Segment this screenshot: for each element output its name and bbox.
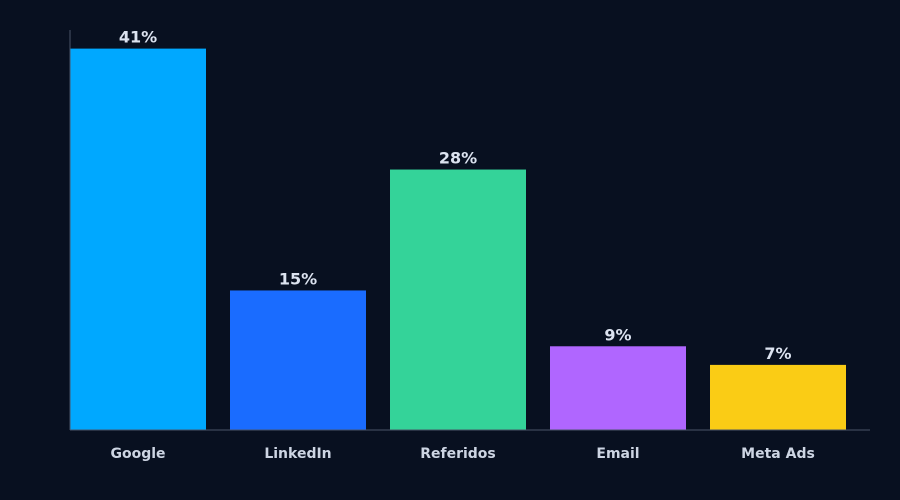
x-tick-label: Email [596, 446, 639, 462]
value-label: 9% [604, 325, 631, 344]
value-labels-group: 41% 15% 28% 9% 7% [119, 28, 792, 363]
value-label: 41% [119, 28, 157, 47]
bar-meta-ads [710, 364, 846, 430]
x-tick-label: Referidos [420, 446, 496, 462]
bar-email [550, 346, 686, 430]
x-tick-label: Google [110, 446, 165, 462]
x-tick-labels-group: Google LinkedIn Referidos Email Meta Ads [110, 446, 814, 462]
x-tick-label: Meta Ads [741, 446, 815, 462]
value-label: 28% [439, 149, 477, 168]
value-label: 7% [764, 344, 791, 363]
value-label: 15% [279, 269, 317, 288]
x-tick-label: LinkedIn [264, 446, 331, 462]
bars-group [70, 48, 846, 431]
bar-google [70, 48, 206, 431]
bar-linkedin [230, 290, 366, 430]
bar-referidos [390, 169, 526, 430]
